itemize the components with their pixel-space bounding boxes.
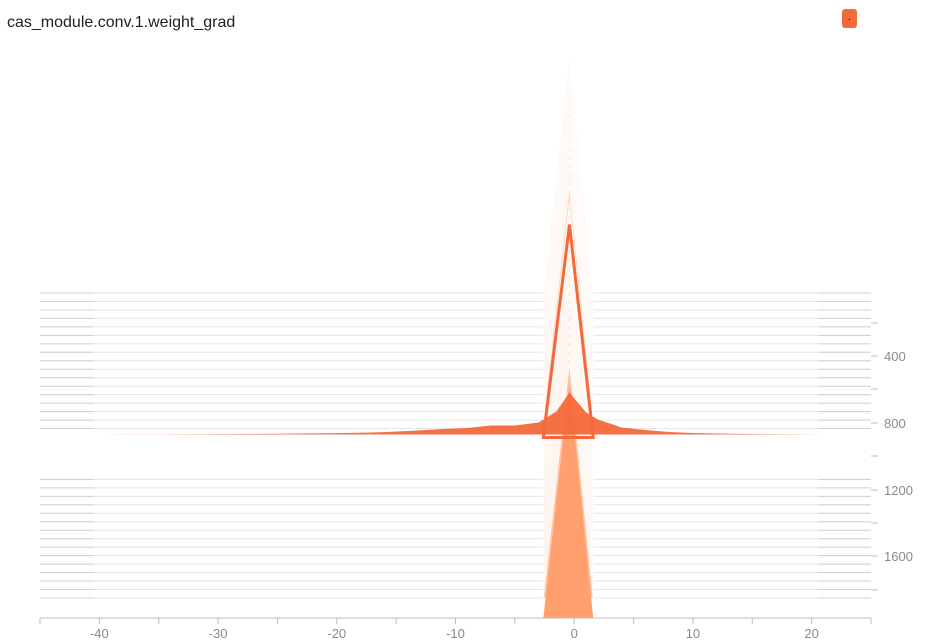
highlighted-histogram <box>51 224 871 440</box>
run-color-badge[interactable]: . <box>842 9 857 28</box>
y-axis: 400 800 1200 1600 <box>871 322 913 591</box>
highlight-spike <box>541 224 595 440</box>
x-tick-label: 0 <box>571 626 578 641</box>
y-tick-label: 400 <box>884 349 906 364</box>
x-tick-label: -40 <box>90 626 109 641</box>
x-tick-label: -10 <box>446 626 465 641</box>
x-tick-label: 20 <box>804 626 818 641</box>
x-tick-label: -30 <box>209 626 228 641</box>
y-tick-label: 1600 <box>884 549 913 564</box>
chart-title: cas_module.conv.1.weight_grad <box>7 14 236 31</box>
histogram-spikes <box>542 57 594 618</box>
x-axis: -40 -30 -20 -10 0 10 20 <box>39 617 872 641</box>
newest-histogram-spike <box>543 383 594 618</box>
x-tick-label: -20 <box>327 626 346 641</box>
y-tick-label: 1200 <box>884 483 913 498</box>
x-tick-label: 10 <box>686 626 700 641</box>
y-tick-label: 800 <box>884 416 906 431</box>
background-step-lines <box>40 292 871 599</box>
